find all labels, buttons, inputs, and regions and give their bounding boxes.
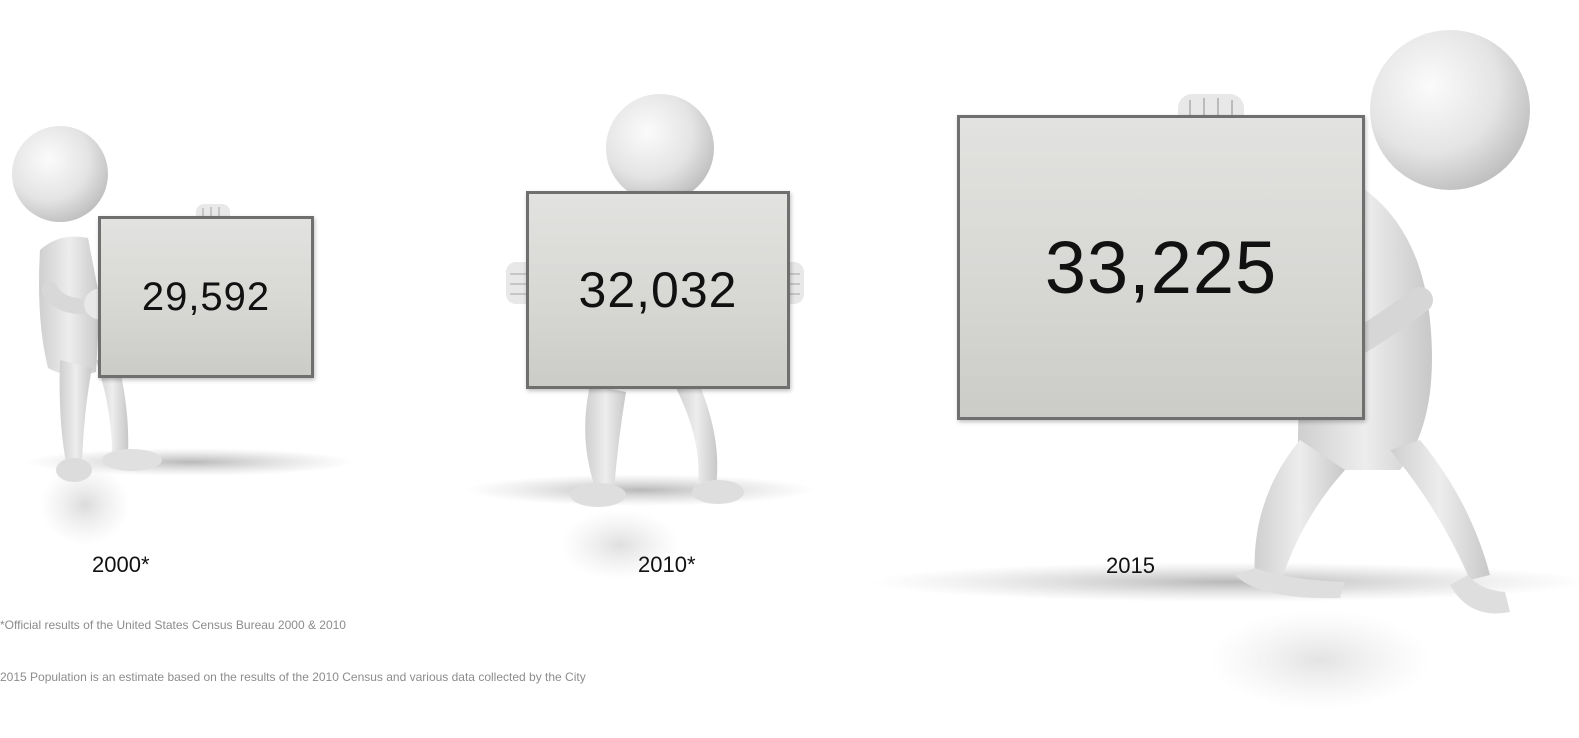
population-sign-2015: 33,225	[957, 115, 1365, 420]
estimate-footnote: 2015 Population is an estimate based on …	[0, 670, 586, 684]
floor-shadow-2010	[465, 474, 815, 506]
head-2015	[1370, 30, 1530, 190]
population-value-2010: 32,032	[578, 262, 738, 318]
population-value-2000: 29,592	[141, 274, 271, 319]
head-2000	[12, 126, 108, 222]
census-footnote: *Official results of the United States C…	[0, 618, 346, 632]
population-sign-2010: 32,032	[526, 191, 790, 389]
population-value-2015: 33,225	[1044, 226, 1278, 309]
year-label-2000: 2000*	[92, 552, 150, 577]
head-2010	[606, 94, 714, 202]
population-sign-2000: 29,592	[98, 216, 314, 378]
floor-shadow-2015	[870, 562, 1579, 602]
year-label-2015: 2015	[1106, 553, 1155, 578]
figure-2010	[465, 94, 815, 580]
year-label-2010: 2010*	[638, 552, 696, 577]
